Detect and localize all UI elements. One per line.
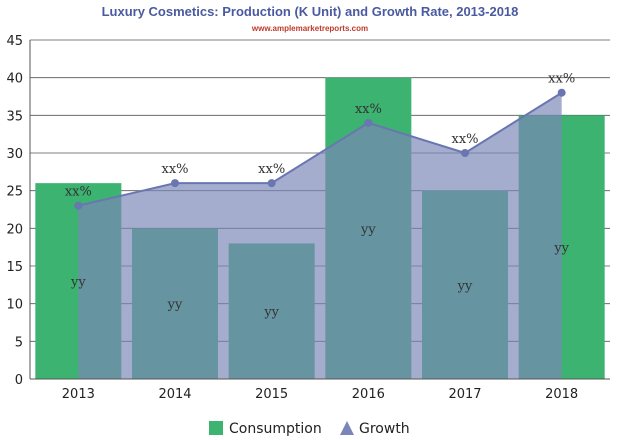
legend-growth-triangle-icon [340, 421, 354, 435]
y-axis-ticks: 0 5 10 15 20 25 30 35 40 45 [6, 34, 23, 388]
growth-data-label: xx% [161, 162, 188, 177]
legend-consumption-label: Consumption [229, 421, 322, 437]
growth-point [171, 179, 179, 188]
chart-title: Luxury Cosmetics: Production (K Unit) an… [102, 4, 519, 19]
growth-data-label: xx% [65, 185, 92, 200]
y-tick-label: 30 [6, 147, 23, 162]
growth-area-fill [78, 92, 562, 379]
y-tick-label: 20 [6, 222, 23, 237]
y-tick-label: 0 [15, 373, 23, 388]
growth-point [364, 118, 373, 127]
x-axis-ticks: 2013 2014 2015 2016 2017 2018 [62, 387, 578, 402]
x-tick-label: 2015 [255, 387, 288, 402]
x-tick-label: 2013 [62, 387, 95, 402]
bar-data-label: yy [263, 305, 279, 320]
growth-data-label: xx% [451, 132, 478, 147]
y-tick-label: 35 [6, 109, 23, 124]
growth-line [78, 91, 563, 207]
growth-data-label: xx% [258, 162, 285, 177]
y-tick-label: 45 [6, 34, 23, 49]
chart-subtitle: www.amplemarketreports.com [251, 24, 368, 33]
growth-point [267, 179, 276, 188]
y-tick-label: 40 [6, 72, 23, 87]
y-tick-label: 25 [6, 185, 23, 200]
x-tick-label: 2017 [448, 387, 481, 402]
axes [29, 40, 610, 380]
growth-point [557, 88, 566, 97]
legend: Consumption Growth [209, 421, 410, 437]
bar-data-label: yy [457, 279, 473, 294]
growth-area [74, 88, 566, 379]
y-tick-label: 5 [15, 335, 23, 350]
y-tick-label: 15 [6, 260, 23, 275]
x-tick-label: 2016 [352, 387, 385, 402]
legend-growth-label: Growth [359, 421, 410, 437]
data-labels: yy yy yy yy yy yy xx% xx% xx% xx% xx% xx% [65, 72, 575, 320]
x-tick-label: 2018 [545, 387, 578, 402]
legend-consumption-swatch [209, 421, 223, 435]
bar-data-label: yy [70, 275, 86, 290]
bar-data-label: yy [553, 241, 569, 256]
growth-data-label: xx% [355, 102, 382, 117]
growth-point [74, 201, 83, 210]
bar-data-label: yy [360, 222, 376, 237]
y-tick-label: 10 [6, 298, 23, 313]
x-tick-label: 2014 [158, 387, 191, 402]
bar-data-label: yy [167, 298, 183, 313]
growth-data-label: xx% [548, 72, 575, 87]
growth-point [461, 149, 469, 157]
